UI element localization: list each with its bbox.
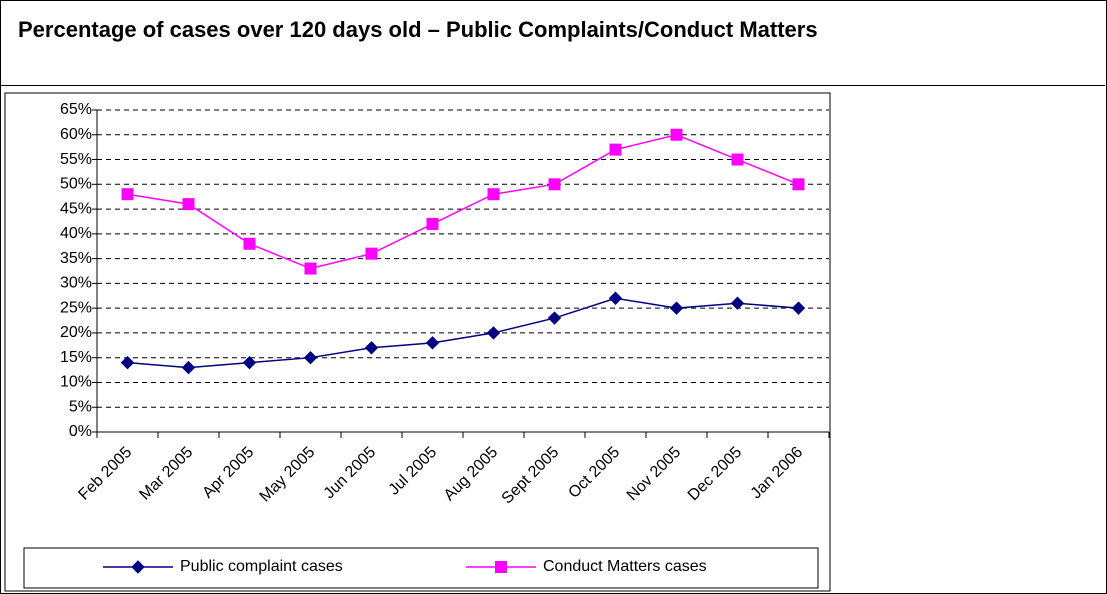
marker [120, 355, 135, 370]
marker [609, 143, 622, 156]
marker [792, 178, 805, 191]
series-line [127, 297, 799, 369]
y-tick-label: 40% [60, 225, 92, 242]
marker [181, 360, 196, 375]
marker [131, 560, 145, 574]
marker [243, 237, 256, 250]
x-tick-label: Jan 2006 [748, 444, 807, 503]
marker [486, 326, 501, 340]
y-tick-label: 10% [60, 374, 92, 391]
chart-border [4, 92, 831, 592]
y-tick-label: 45% [60, 200, 92, 217]
x-tick-label: Feb 2005 [75, 444, 135, 504]
marker [425, 336, 440, 350]
x-tick-label: Jul 2005 [386, 444, 441, 499]
marker [548, 178, 561, 191]
legend-label: Public complaint cases [180, 558, 343, 575]
x-tick-label: Jun 2005 [321, 444, 380, 503]
marker [426, 217, 439, 230]
y-tick-label: 25% [60, 299, 92, 316]
x-tick-label: May 2005 [257, 444, 319, 506]
marker [495, 561, 507, 573]
x-tick-label: Nov 2005 [624, 444, 685, 505]
x-tick-label: Mar 2005 [136, 444, 196, 504]
x-tick-label: Oct 2005 [565, 444, 623, 502]
marker [121, 188, 134, 201]
y-tick-label: 15% [60, 349, 92, 366]
y-tick-label: 0% [69, 423, 92, 440]
marker [364, 341, 379, 355]
x-tick-label: Aug 2005 [441, 444, 502, 505]
x-tick-label: Sept 2005 [499, 444, 563, 508]
y-tick-label: 60% [60, 126, 92, 143]
marker [608, 291, 623, 305]
marker [304, 262, 317, 275]
y-tick-label: 5% [69, 398, 92, 415]
y-tick-label: 20% [60, 324, 92, 341]
marker [547, 311, 562, 325]
y-tick-label: 30% [60, 275, 92, 292]
marker [303, 350, 318, 365]
y-tick-label: 50% [60, 176, 92, 193]
marker [669, 301, 684, 315]
x-tick-label: Dec 2005 [685, 444, 746, 505]
marker [670, 128, 683, 141]
marker [242, 355, 257, 370]
x-tick-label: Apr 2005 [199, 444, 257, 502]
legend-label: Conduct Matters cases [543, 558, 707, 575]
y-tick-label: 65% [60, 101, 92, 118]
marker [731, 153, 744, 166]
marker [487, 188, 500, 201]
y-tick-label: 55% [60, 151, 92, 168]
y-tick-label: 35% [60, 250, 92, 267]
legend-box [23, 547, 819, 589]
marker [182, 198, 195, 211]
chart-title: Percentage of cases over 120 days old – … [0, 0, 1105, 86]
marker [365, 247, 378, 260]
marker [730, 296, 745, 310]
series-line [127, 133, 799, 270]
marker [791, 301, 806, 315]
